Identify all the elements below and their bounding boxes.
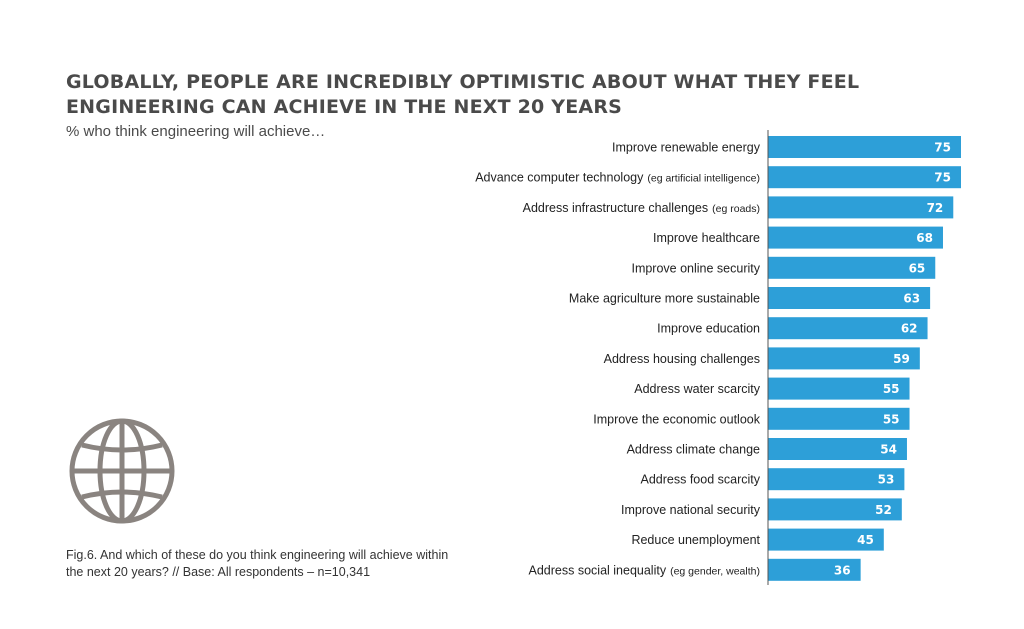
category-label-main: Address food scarcity bbox=[641, 473, 761, 487]
category-label-14: Address social inequality (eg gender, wea… bbox=[529, 563, 760, 577]
bar-7 bbox=[768, 347, 920, 370]
category-label-9: Improve the economic outlook bbox=[593, 412, 761, 426]
category-label-main: Address infrastructure challenges bbox=[523, 201, 709, 215]
bar-2 bbox=[768, 196, 954, 219]
value-label-7: 59 bbox=[893, 352, 910, 366]
category-label-2: Address infrastructure challenges (eg roa… bbox=[523, 201, 760, 215]
category-label-12: Improve national security bbox=[621, 503, 761, 517]
value-label-12: 52 bbox=[875, 503, 892, 517]
category-label-11: Address food scarcity bbox=[641, 473, 761, 487]
category-label-main: Improve healthcare bbox=[653, 231, 760, 245]
value-label-13: 45 bbox=[857, 533, 874, 547]
figure-footnote: Fig.6. And which of these do you think e… bbox=[66, 548, 449, 579]
bar-0 bbox=[768, 136, 961, 158]
value-label-2: 72 bbox=[927, 201, 944, 215]
category-label-main: Improve renewable energy bbox=[612, 141, 761, 155]
category-label-main: Improve education bbox=[657, 322, 760, 336]
bar-13 bbox=[768, 528, 884, 551]
category-label-main: Address climate change bbox=[627, 443, 760, 457]
category-label-main: Improve national security bbox=[621, 503, 761, 517]
category-label-4: Improve online security bbox=[631, 261, 760, 275]
value-label-9: 55 bbox=[883, 412, 900, 426]
value-label-6: 62 bbox=[901, 322, 918, 336]
value-label-5: 63 bbox=[903, 292, 920, 306]
value-label-11: 53 bbox=[878, 473, 895, 487]
bar-8 bbox=[768, 377, 910, 400]
bar-6 bbox=[768, 317, 928, 340]
category-label-main: Make agriculture more sustainable bbox=[569, 292, 760, 306]
bar-3 bbox=[768, 226, 943, 249]
value-label-1: 75 bbox=[934, 171, 951, 185]
category-label-3: Improve healthcare bbox=[653, 231, 760, 245]
category-label-10: Address climate change bbox=[627, 443, 760, 457]
bar-10 bbox=[768, 438, 907, 460]
category-label-main: Address social inequality bbox=[529, 563, 667, 577]
category-label-note: (eg artificial intelligence) bbox=[647, 173, 760, 185]
bar-4 bbox=[768, 256, 936, 279]
category-label-main: Improve online security bbox=[631, 261, 760, 275]
category-label-note: (eg roads) bbox=[712, 203, 760, 215]
category-label-8: Address water scarcity bbox=[634, 382, 760, 396]
category-label-main: Reduce unemployment bbox=[631, 533, 760, 547]
category-label-5: Make agriculture more sustainable bbox=[569, 292, 760, 306]
chart-title: GLOBALLY, PEOPLE ARE INCREDIBLY OPTIMIST… bbox=[66, 71, 860, 118]
bar-14 bbox=[768, 558, 861, 581]
category-label-main: Address water scarcity bbox=[634, 382, 760, 396]
bar-11 bbox=[768, 468, 905, 491]
value-label-0: 75 bbox=[934, 141, 951, 155]
globe-icon bbox=[66, 415, 178, 532]
value-label-10: 54 bbox=[880, 443, 897, 457]
bars-layer: 75 Improve renewable energy 75 Advance comp… bbox=[475, 136, 961, 581]
bar-5 bbox=[768, 287, 931, 309]
category-label-0: Improve renewable energy bbox=[612, 141, 761, 155]
category-label-6: Improve education bbox=[657, 322, 760, 336]
chart-subtitle: % who think engineering will achieve… bbox=[66, 123, 326, 140]
value-label-4: 65 bbox=[909, 261, 926, 275]
bar-9 bbox=[768, 407, 910, 430]
category-label-main: Address housing challenges bbox=[604, 352, 760, 366]
category-label-13: Reduce unemployment bbox=[631, 533, 760, 547]
category-label-1: Advance computer technology (eg artificia… bbox=[475, 171, 760, 185]
value-label-3: 68 bbox=[916, 231, 933, 245]
category-label-main: Advance computer technology bbox=[475, 171, 644, 185]
category-label-7: Address housing challenges bbox=[604, 352, 760, 366]
value-label-14: 36 bbox=[834, 563, 851, 577]
category-label-note: (eg gender, wealth) bbox=[670, 565, 760, 577]
value-label-8: 55 bbox=[883, 382, 900, 396]
bar-12 bbox=[768, 498, 902, 521]
category-label-main: Improve the economic outlook bbox=[593, 412, 761, 426]
bar-1 bbox=[768, 166, 961, 189]
